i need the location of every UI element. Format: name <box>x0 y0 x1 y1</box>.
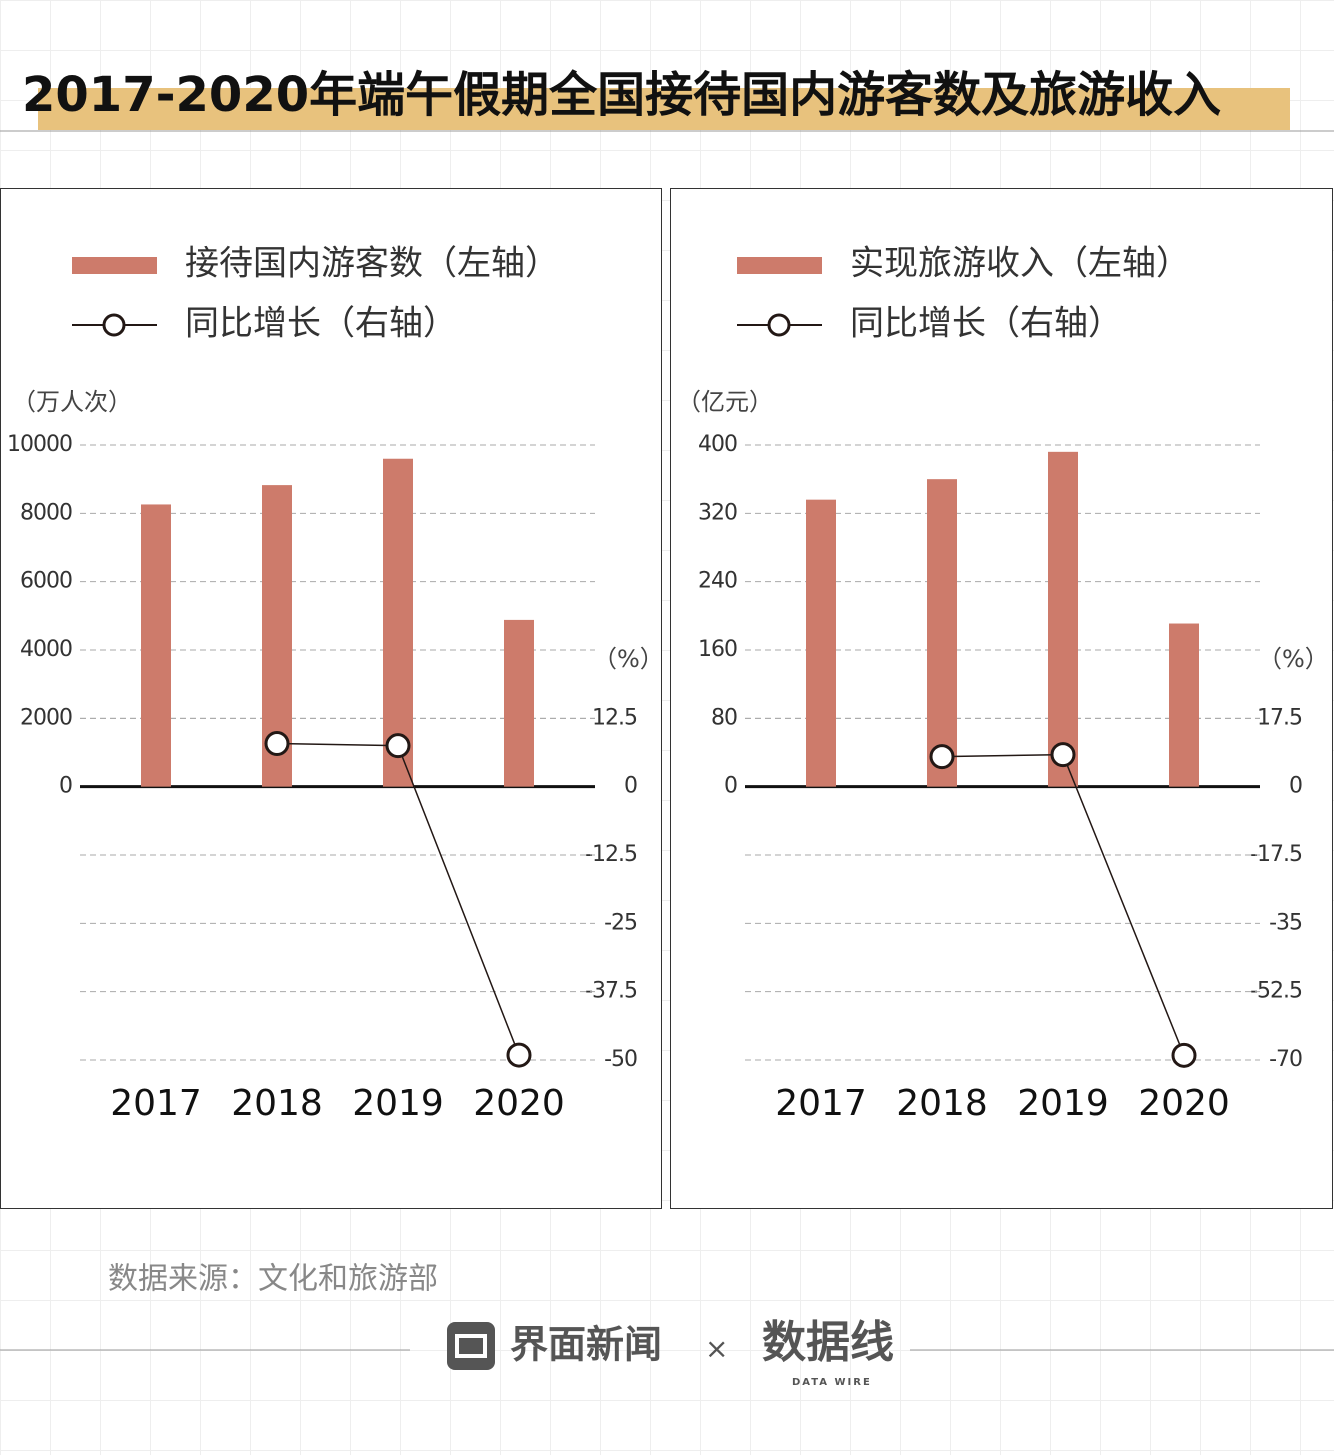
x-tick-label: 2020 <box>1138 1083 1230 1124</box>
panel <box>0 188 662 1209</box>
y2-tick-label: 0 <box>1289 774 1302 799</box>
legend-marker <box>102 313 126 337</box>
y-tick-label: 80 <box>711 705 737 730</box>
y-tick-label: 2000 <box>20 705 72 730</box>
times: × <box>705 1332 728 1365</box>
legend-label: 实现旅游收入（左轴） <box>850 244 1190 284</box>
point <box>264 730 290 756</box>
point <box>1171 1042 1197 1068</box>
y-tick-label: 8000 <box>20 500 72 525</box>
bar <box>383 458 413 787</box>
point <box>506 1042 532 1068</box>
point <box>929 744 955 770</box>
partner-en: DATA WIRE <box>792 1377 872 1388</box>
legend-label: 同比增长（右轴） <box>185 304 457 344</box>
point <box>385 733 411 759</box>
x-tick-label: 2019 <box>1017 1083 1109 1124</box>
y2-tick-label: 17.5 <box>1257 705 1302 730</box>
title-highlight <box>38 88 1290 130</box>
x-tick-label: 2017 <box>110 1083 202 1124</box>
y2-tick-label: 12.5 <box>592 705 637 730</box>
y-tick-label: 320 <box>698 500 737 525</box>
bar <box>141 504 171 787</box>
y2-tick-label: -35 <box>1269 910 1302 935</box>
partner: 数据线 <box>762 1317 894 1368</box>
y2-tick-label: -25 <box>604 910 637 935</box>
legend-label: 同比增长（右轴） <box>850 304 1122 344</box>
legend-marker <box>767 313 791 337</box>
y-tick-label: 0 <box>724 774 737 799</box>
y2-tick-label: -50 <box>604 1047 637 1072</box>
legend-swatch <box>72 257 157 274</box>
brand-logo-mark <box>455 1334 487 1358</box>
chart-title: 2017-2020年端午假期全国接待国内游客数及旅游收入 <box>22 67 1221 123</box>
x-tick-label: 2017 <box>775 1083 867 1124</box>
x-tick-label: 2018 <box>231 1083 323 1124</box>
y-tick-label: 160 <box>698 637 737 662</box>
brand-logo <box>447 1322 495 1370</box>
bar <box>1169 623 1199 787</box>
bar <box>806 499 836 787</box>
source: 数据来源：文化和旅游部 <box>108 1262 438 1297</box>
y-unit: （万人次） <box>12 388 132 416</box>
legend-swatch <box>737 257 822 274</box>
y2-unit: （%） <box>1258 645 1329 673</box>
y2-unit: （%） <box>593 645 664 673</box>
x-tick-label: 2018 <box>896 1083 988 1124</box>
x-tick-label: 2019 <box>352 1083 444 1124</box>
y-unit: （亿元） <box>677 388 773 416</box>
bar <box>504 619 534 787</box>
y-tick-label: 0 <box>59 774 72 799</box>
y-tick-label: 10000 <box>7 432 72 457</box>
x-tick-label: 2020 <box>473 1083 565 1124</box>
point <box>1050 742 1076 768</box>
y-tick-label: 400 <box>698 432 737 457</box>
y-tick-label: 6000 <box>20 569 72 594</box>
y2-tick-label: -70 <box>1269 1047 1302 1072</box>
bar <box>1048 451 1078 787</box>
panel <box>670 188 1333 1209</box>
legend-label: 接待国内游客数（左轴） <box>185 244 559 284</box>
bar <box>927 479 957 787</box>
y-tick-label: 4000 <box>20 637 72 662</box>
y-tick-label: 240 <box>698 569 737 594</box>
brand: 界面新闻 <box>510 1323 662 1367</box>
y2-tick-label: 0 <box>624 774 637 799</box>
